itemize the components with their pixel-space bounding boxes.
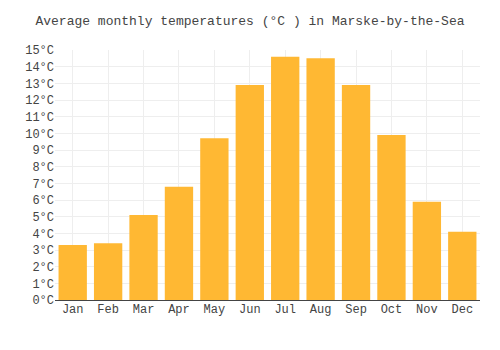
svg-text:7°C: 7°C <box>32 178 54 192</box>
svg-text:Aug: Aug <box>310 303 332 317</box>
svg-text:14°C: 14°C <box>25 61 54 75</box>
svg-text:Jan: Jan <box>62 303 84 317</box>
svg-text:9°C: 9°C <box>32 144 54 158</box>
svg-text:Apr: Apr <box>168 303 190 317</box>
svg-text:Mar: Mar <box>133 303 155 317</box>
svg-text:10°C: 10°C <box>25 128 54 142</box>
svg-text:Oct: Oct <box>381 303 403 317</box>
svg-text:13°C: 13°C <box>25 78 54 92</box>
svg-text:Dec: Dec <box>451 303 473 317</box>
svg-text:3°C: 3°C <box>32 244 54 258</box>
svg-text:4°C: 4°C <box>32 228 54 242</box>
svg-text:0°C: 0°C <box>32 294 54 308</box>
svg-text:1°C: 1°C <box>32 278 54 292</box>
svg-text:2°C: 2°C <box>32 261 54 275</box>
svg-text:May: May <box>204 303 226 317</box>
svg-text:Feb: Feb <box>97 303 119 317</box>
svg-text:Average monthly temperatures (: Average monthly temperatures (°C ) in Ma… <box>35 14 464 29</box>
svg-text:Nov: Nov <box>416 303 438 317</box>
svg-text:12°C: 12°C <box>25 94 54 108</box>
svg-text:Jul: Jul <box>274 303 296 317</box>
svg-text:15°C: 15°C <box>25 44 54 58</box>
svg-text:Sep: Sep <box>345 303 367 317</box>
svg-text:6°C: 6°C <box>32 194 54 208</box>
svg-text:8°C: 8°C <box>32 161 54 175</box>
svg-text:Jun: Jun <box>239 303 261 317</box>
svg-text:5°C: 5°C <box>32 211 54 225</box>
svg-text:11°C: 11°C <box>25 111 54 125</box>
